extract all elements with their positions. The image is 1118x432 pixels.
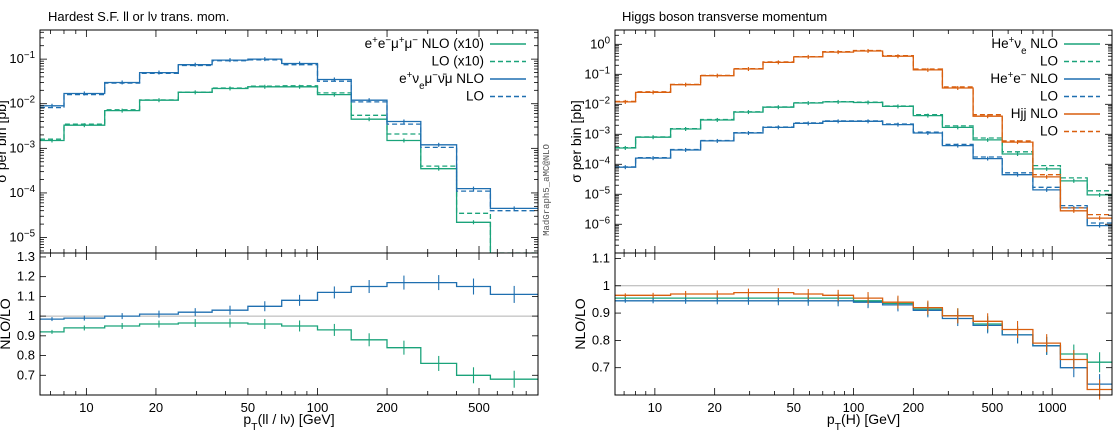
ratio-tick-label: 0.8	[592, 332, 610, 347]
series-line-2	[40, 85, 538, 253]
x-tick-label: 100	[843, 400, 865, 415]
chart-title: Hardest S.F. ll or lν trans. mom.	[48, 9, 229, 24]
chart-panel-2: Higgs boson transverse momentum 10 20 50 100…	[568, 9, 1113, 432]
x-tick-label: 10	[79, 400, 93, 415]
legend-label: He+νe NLO	[991, 35, 1058, 57]
ratio-tick-label: 0.9	[592, 305, 610, 320]
ratio-plot-frame	[614, 252, 1113, 396]
series-line-4	[40, 59, 538, 212]
ratio-tick-label: 0.8	[17, 348, 35, 363]
y-tick-label: 10−5	[9, 228, 35, 245]
ratio-tick-label: 1.1	[592, 250, 610, 265]
ratio-line-1	[615, 297, 1112, 363]
x-tick-label: 200	[376, 400, 398, 415]
y-tick-label: 10−4	[9, 183, 35, 200]
y-axis-label: σ per bin [pb]	[568, 100, 584, 183]
x-tick-label: 1000	[1038, 400, 1067, 415]
y-axis-label: σ per bin [pb]	[0, 100, 9, 183]
series-line-3	[615, 120, 1112, 227]
ratio-tick-label: 0.7	[592, 360, 610, 375]
y-tick-label: 10−3	[9, 139, 35, 156]
ratio-tick-label: 1.3	[17, 249, 35, 264]
legend-label: LO	[1040, 124, 1058, 139]
x-tick-label: 500	[468, 400, 490, 415]
ratio-line-1	[40, 322, 538, 380]
legend-label: Hjj NLO	[1011, 106, 1058, 121]
y-tick-label: 10−5	[584, 185, 610, 202]
ratio-axis-label: NLO/LO	[0, 298, 13, 349]
y-tick-label: 10−1	[584, 65, 610, 82]
chart-title: Higgs boson transverse momentum	[622, 9, 827, 24]
legend-label: LO	[466, 89, 484, 104]
series-line-1	[40, 86, 492, 253]
y-tick-label: 10−1	[9, 50, 35, 67]
y-tick-label: 10−3	[584, 125, 610, 142]
series-line-6	[615, 49, 1112, 216]
ratio-line-2	[40, 281, 538, 320]
y-tick-label: 10−4	[584, 155, 610, 172]
legend-label: LO (x10)	[431, 54, 484, 69]
y-tick-label: 100	[590, 35, 610, 52]
ratio-tick-label: 1.1	[17, 288, 35, 303]
legend-label: e+e−μ+μ− NLO (x10)	[365, 35, 484, 52]
ratio-line-3	[615, 291, 1112, 391]
ratio-plot-frame	[39, 252, 539, 396]
x-tick-label: 200	[902, 400, 924, 415]
series-line-4	[615, 120, 1112, 224]
x-tick-label: 10	[648, 400, 662, 415]
x-tick-label: 50	[241, 400, 255, 415]
ratio-axis-label: NLO/LO	[572, 298, 588, 349]
main-plot-frame	[614, 29, 1113, 254]
legend-label: He+e− NLO	[990, 70, 1058, 87]
x-tick-label: 20	[149, 400, 163, 415]
x-tick-label: 500	[982, 400, 1004, 415]
x-axis-label: pT(H) [GeV]	[827, 411, 900, 432]
legend-label: e+νeμ−ν̄μ NLO	[399, 70, 484, 92]
y-tick-label: 10−2	[9, 94, 35, 111]
ratio-tick-label: 1	[603, 278, 610, 293]
x-tick-label: 100	[307, 400, 329, 415]
legend-label: LO	[1040, 54, 1058, 69]
y-tick-label: 10−6	[584, 215, 610, 232]
ratio-tick-label: 1.2	[17, 269, 35, 284]
legend-label: LO	[1040, 89, 1058, 104]
chart-panel-1: Hardest S.F. ll or lν trans. mom. 10 20 50 1…	[0, 9, 539, 432]
ratio-tick-label: 0.9	[17, 328, 35, 343]
ratio-tick-label: 0.7	[17, 367, 35, 382]
y-tick-label: 10−2	[584, 95, 610, 112]
watermark: MadGraph5_aMC@NLO	[542, 144, 552, 236]
ratio-line-2	[615, 300, 1112, 385]
x-axis-label: pT(ll / lν) [GeV]	[243, 411, 334, 432]
x-tick-label: 50	[786, 400, 800, 415]
x-tick-label: 20	[707, 400, 721, 415]
ratio-tick-label: 1	[28, 308, 35, 323]
